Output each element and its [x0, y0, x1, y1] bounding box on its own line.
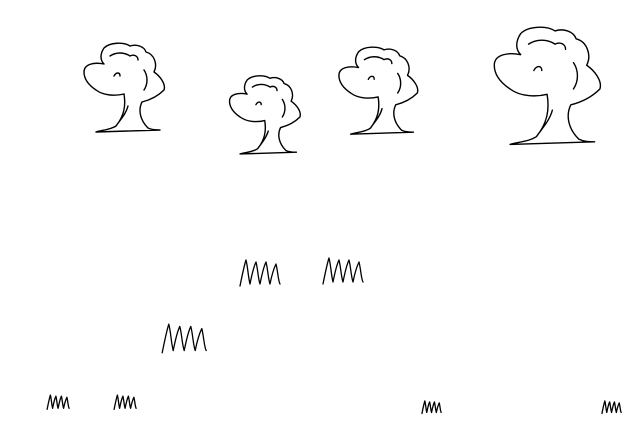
tree-2: [228, 75, 301, 155]
grass-tuft-4: [46, 394, 70, 411]
grass-tuft-3: [161, 323, 207, 354]
tree-1: [83, 42, 166, 133]
grass-tuft-5: [113, 394, 137, 411]
tree-4: [493, 26, 602, 146]
grass-tuft-1: [239, 259, 281, 287]
grass-group: [46, 257, 622, 415]
grass-tuft-7: [601, 400, 622, 415]
grass-tuft-2: [322, 257, 364, 285]
grass-tuft-6: [421, 400, 442, 415]
tree-3: [338, 46, 419, 135]
trees-group: [83, 26, 602, 155]
